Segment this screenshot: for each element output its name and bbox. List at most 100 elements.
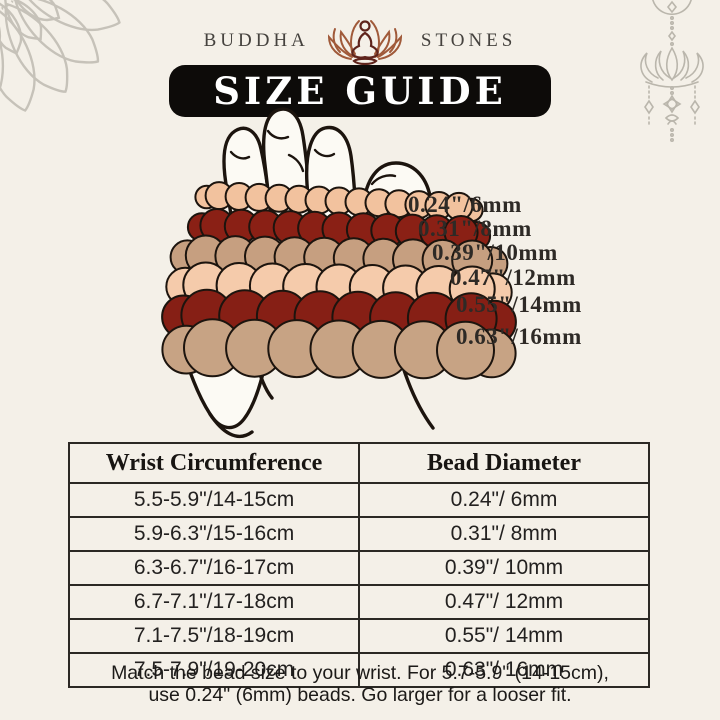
bead [297, 210, 333, 246]
bead [415, 265, 463, 312]
table-header-row: Wrist Circumference Bead Diameter [68, 442, 650, 484]
bead [451, 239, 494, 282]
bead [392, 238, 434, 281]
bead [282, 263, 330, 310]
bead [364, 188, 394, 218]
bead [186, 212, 217, 243]
bead [184, 234, 227, 277]
bead [183, 318, 242, 378]
bead [273, 236, 316, 279]
bead [223, 208, 259, 244]
bead [348, 264, 396, 311]
bead [419, 214, 455, 250]
bead [436, 320, 495, 380]
bead [303, 236, 346, 279]
bead [472, 272, 513, 313]
bead [459, 197, 484, 223]
column-header: Wrist Circumference [68, 442, 360, 484]
bead [331, 290, 385, 344]
bead [169, 239, 206, 276]
bead [255, 289, 309, 343]
bead [304, 185, 334, 215]
bead-size-label: 0.31"/8mm [418, 216, 532, 241]
bead-size-label: 0.63"/16mm [456, 324, 582, 349]
table-cell: 6.3-6.7"/16-17cm [68, 550, 360, 586]
bead [248, 209, 284, 245]
fit-note: Match the bead size to your wrist. For 5… [0, 662, 720, 706]
bead [370, 212, 406, 248]
table-row: 7.5-7.9"/19-20cm 0.63"/ 16mm [68, 652, 650, 688]
bead [424, 191, 454, 220]
size-guide-banner: SIZE GUIDE [169, 65, 551, 117]
table-row: 5.5-5.9"/14-15cm 0.24"/ 6mm [68, 482, 650, 518]
bead [267, 319, 327, 379]
bead [225, 318, 285, 378]
bead [309, 319, 369, 379]
bead [248, 262, 296, 310]
bead [214, 235, 257, 278]
fit-note-line2: use 0.24" (6mm) beads. Go larger for a l… [148, 684, 572, 706]
table-cell: 5.9-6.3"/15-16cm [68, 516, 360, 552]
bead [443, 215, 479, 250]
brand-name-right: STONES [420, 30, 517, 51]
bead [472, 299, 517, 345]
bead-size-label: 0.39"/10mm [432, 240, 558, 265]
bead [461, 221, 492, 251]
bead [351, 319, 411, 379]
bead [344, 187, 374, 217]
bead [362, 237, 405, 280]
table-row: 6.7-7.1"/17-18cm 0.47"/ 12mm [68, 584, 650, 620]
bead [406, 291, 460, 345]
bead [204, 181, 234, 211]
table-cell: 6.7-7.1"/17-18cm [68, 584, 360, 620]
column-header: Bead Diameter [358, 442, 650, 484]
bead [284, 184, 314, 214]
size-table: Wrist Circumference Bead Diameter 5.5-5.9… [68, 442, 650, 688]
lotus-buddha-icon [327, 20, 402, 66]
table-cell: 7.5-7.9"/19-20cm [68, 652, 360, 688]
bead [244, 235, 286, 278]
bead [404, 190, 434, 220]
bead [264, 183, 294, 213]
bead [180, 288, 234, 342]
table-cell: 5.5-5.9"/14-15cm [68, 482, 360, 518]
bead-size-label: 0.24"/6mm [408, 192, 522, 217]
bead [293, 290, 347, 344]
bead-size-label: 0.47"/12mm [450, 265, 576, 290]
bead [448, 265, 496, 313]
bead [244, 182, 274, 212]
bead [472, 245, 509, 282]
table-cell: 0.31"/ 8mm [358, 516, 650, 552]
bead [218, 289, 272, 343]
table-cell: 0.24"/ 6mm [358, 482, 650, 518]
table-cell: 0.55"/ 14mm [358, 618, 650, 654]
bead [382, 264, 430, 312]
table-cell: 7.1-7.5"/18-19cm [68, 618, 360, 654]
bead [272, 210, 308, 246]
bead [199, 208, 235, 243]
brand-logo: BUDDHA STONES [0, 12, 720, 70]
bead [224, 182, 254, 211]
bead [182, 261, 230, 309]
bead [444, 292, 498, 346]
bead [444, 191, 474, 221]
bead [421, 238, 464, 281]
bead [345, 212, 381, 248]
table-cell: 0.47"/ 12mm [358, 584, 650, 620]
bead [215, 262, 263, 309]
bead [165, 266, 206, 307]
fit-note-line1: Match the bead size to your wrist. For 5… [111, 662, 609, 684]
bead [321, 211, 357, 247]
table-row: 5.9-6.3"/15-16cm 0.31"/ 8mm [68, 516, 650, 552]
bead [369, 291, 423, 345]
brand-name-left: BUDDHA [203, 30, 309, 51]
table-cell: 0.63"/ 16mm [358, 652, 650, 688]
bead [315, 263, 363, 311]
table-row: 7.1-7.5"/18-19cm 0.55"/ 14mm [68, 618, 650, 654]
bead [384, 189, 414, 219]
bead [332, 237, 375, 280]
bead [394, 213, 430, 249]
banner-title: SIZE GUIDE [213, 69, 507, 113]
table-row: 6.3-6.7"/16-17cm 0.39"/ 10mm [68, 550, 650, 586]
